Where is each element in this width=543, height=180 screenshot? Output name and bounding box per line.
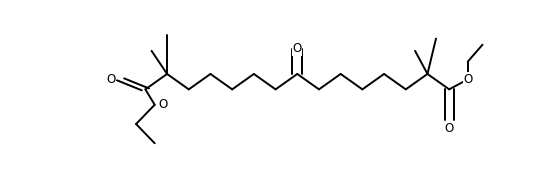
Text: O: O [463,73,472,86]
Text: O: O [293,42,302,55]
Text: O: O [158,98,167,111]
Text: O: O [106,73,116,86]
Text: O: O [445,122,454,135]
